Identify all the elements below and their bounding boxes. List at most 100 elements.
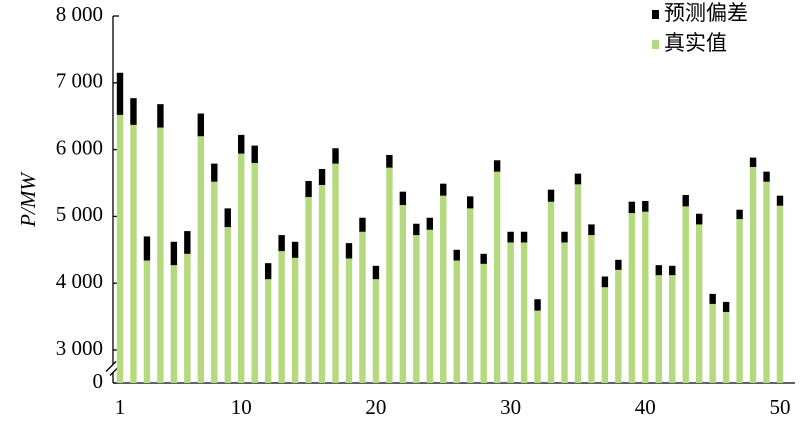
bar-segment [493, 160, 501, 172]
bar-segment [722, 311, 730, 383]
bar-segment [332, 163, 339, 383]
bar-segment [264, 279, 272, 383]
bar-segment [520, 231, 528, 243]
bar-segment [642, 211, 649, 383]
x-tick-label: 50 [770, 395, 791, 419]
y-tick-label: 0 [93, 369, 104, 393]
bar-segment [157, 127, 164, 383]
y-axis-label: P/MW [16, 171, 40, 228]
bar-segment [749, 157, 757, 167]
bar-segment [534, 310, 541, 383]
y-tick-label: 4 000 [56, 269, 103, 293]
bar-segment [211, 163, 218, 182]
x-tick-label: 30 [500, 395, 521, 419]
bar-segment [574, 173, 582, 185]
bar-segment [372, 265, 380, 280]
x-tick-label: 20 [365, 395, 386, 419]
bar-segment [413, 223, 420, 236]
bar-segment [386, 167, 393, 383]
bar-segment [682, 206, 689, 383]
x-tick-label: 1 [115, 395, 126, 419]
bar-segment [749, 166, 757, 383]
bar-segment [197, 113, 205, 137]
bar-segment [628, 201, 636, 214]
bar-segment [507, 242, 514, 383]
bar-segment [763, 181, 770, 383]
bar-segment [318, 168, 326, 186]
bar-segment [184, 231, 191, 254]
bar-segment [291, 257, 299, 383]
bar-segment [601, 276, 609, 288]
bar-segment [709, 303, 716, 383]
bar-segment [224, 227, 231, 383]
bar-segment [722, 301, 730, 312]
bar-segment [318, 185, 326, 383]
bar-segment [547, 189, 555, 202]
bar-segment [305, 180, 312, 198]
bar-segment [372, 279, 380, 383]
bar-segment [130, 98, 137, 125]
bar-segment [345, 243, 353, 259]
bar-segment [588, 224, 595, 236]
bar-segment [480, 263, 487, 383]
bar-segment [467, 196, 474, 209]
bar-segment [426, 229, 433, 383]
bar-segment [534, 299, 541, 311]
bar-segment [440, 195, 447, 383]
bar-segment [682, 195, 689, 207]
bar-segment [359, 231, 366, 383]
bar-segment [264, 263, 272, 280]
bar-segment [669, 265, 676, 276]
bar-segment [224, 208, 231, 228]
bar-segment [574, 184, 582, 383]
bar-segment [628, 213, 636, 383]
axis-break-gap [107, 364, 119, 373]
legend-swatch [652, 40, 659, 49]
bar-segment [615, 269, 622, 383]
bar-segment [547, 201, 555, 383]
bar-segment [709, 293, 716, 304]
y-tick-label: 3 000 [56, 336, 103, 360]
y-tick-label: 7 000 [56, 69, 103, 93]
y-tick-label: 8 000 [56, 2, 103, 26]
x-tick-label: 40 [635, 395, 656, 419]
bar-segment [143, 260, 151, 383]
bar-segment [157, 104, 164, 128]
bar-segment [655, 265, 662, 276]
bar-segment [507, 231, 514, 243]
bar-segment [291, 241, 299, 258]
axis-break [105, 361, 117, 372]
bar-segment [695, 213, 703, 225]
bar-segment [615, 259, 622, 270]
bar-segment [399, 205, 407, 383]
bar-segment [588, 235, 595, 383]
bar-segment [211, 181, 218, 383]
bar-segment [332, 148, 339, 164]
bar-segment [453, 249, 460, 261]
bar-segment [520, 242, 528, 383]
bar-segment [426, 217, 433, 230]
bar-segment [776, 195, 784, 206]
bar-segment [601, 287, 609, 383]
legend-swatch [652, 10, 659, 19]
bar-segment [170, 241, 178, 266]
bar-segment [655, 275, 662, 383]
bar-segment [453, 260, 460, 383]
bar-segment [493, 171, 501, 383]
bar-segment [130, 124, 137, 383]
legend-label: 真实值 [664, 31, 727, 55]
bar-segment [251, 145, 258, 163]
bar-segment [170, 265, 178, 383]
bar-segment [695, 224, 703, 383]
bar-segment [305, 197, 312, 383]
bar-segment [413, 235, 420, 383]
y-tick-label: 6 000 [56, 135, 103, 159]
bar-segment [278, 235, 285, 252]
bar-segment [440, 183, 447, 196]
bar-segment [238, 153, 245, 383]
bar-segment [669, 275, 676, 383]
bar-segment [561, 231, 568, 243]
y-tick-label: 5 000 [56, 202, 103, 226]
bar-segment [736, 219, 743, 383]
bar-segment [278, 251, 285, 383]
